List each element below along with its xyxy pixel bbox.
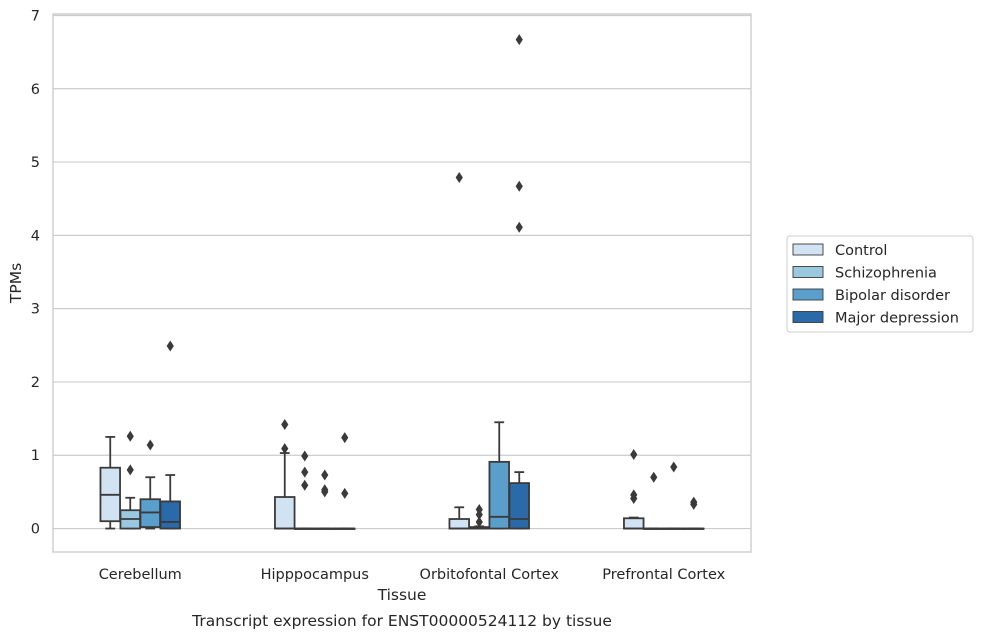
- outlier-point: [475, 516, 483, 528]
- box-element: [448, 171, 470, 530]
- boxes: [99, 34, 705, 530]
- box-element: [294, 450, 316, 530]
- outlier-point: [301, 450, 309, 462]
- y-tick-label: 2: [31, 375, 40, 391]
- outlier-point: [630, 449, 638, 461]
- outlier-point: [455, 171, 463, 183]
- legend-swatch: [792, 311, 824, 323]
- legend-swatch: [792, 243, 824, 256]
- box-element: [334, 432, 356, 530]
- box-iqr: [448, 518, 470, 530]
- outlier-point: [670, 461, 678, 473]
- outlier-point: [475, 509, 483, 521]
- y-tick-label: 7: [31, 8, 40, 24]
- outlier-point: [301, 479, 309, 491]
- outlier-point: [630, 492, 638, 504]
- box-element: [99, 436, 121, 530]
- box-element: [314, 469, 336, 530]
- box-iqr: [623, 517, 645, 530]
- x-axis-label: Tissue: [377, 586, 427, 604]
- box-element: [139, 439, 161, 530]
- outlier-point: [281, 443, 289, 455]
- box-element: [643, 471, 665, 530]
- legend-swatch: [792, 266, 824, 278]
- box-element: [663, 461, 685, 530]
- box-element: [508, 34, 530, 530]
- box-element: [119, 430, 141, 530]
- box-element: [274, 418, 296, 530]
- outlier-point: [281, 418, 289, 430]
- box-iqr: [488, 460, 510, 530]
- y-tick-label: 3: [31, 302, 40, 318]
- x-tick-labels: Cerebellum Hipppocampus Orbitofontal Corte…: [99, 567, 726, 583]
- box-iqr: [159, 500, 181, 530]
- y-tick-label: 0: [31, 522, 40, 538]
- outlier-point: [166, 340, 174, 352]
- legend-label: Bipolar disorder: [835, 288, 950, 304]
- y-tick-label: 1: [31, 448, 40, 464]
- box-element: [683, 496, 705, 530]
- gridlines: [53, 14, 751, 530]
- legend-frame: [786, 235, 974, 333]
- outlier-point: [126, 464, 134, 476]
- legend-swatch: [792, 288, 824, 301]
- box-iqr: [274, 496, 296, 530]
- y-tick-label: 5: [31, 155, 40, 171]
- outlier-point: [126, 430, 134, 442]
- chart-caption: Transcript expression for ENST0000052411…: [191, 612, 612, 630]
- x-tick-label: Cerebellum: [99, 567, 182, 583]
- outlier-point: [341, 487, 349, 499]
- box-iqr: [508, 482, 530, 530]
- legend-label: Control: [835, 243, 887, 259]
- outlier-point: [321, 469, 329, 481]
- y-tick-label: 4: [31, 228, 40, 244]
- outlier-point: [690, 498, 698, 510]
- x-tick-label: Prefrontal Cortex: [602, 567, 725, 583]
- legend: Control Schizophrenia Bipolar disorder Majo…: [786, 235, 974, 333]
- y-axis-label: TPMs: [7, 263, 25, 304]
- x-tick-label: Hipppocampus: [261, 567, 369, 583]
- y-tick-label: 6: [31, 82, 40, 98]
- outlier-point: [301, 466, 309, 478]
- outlier-point: [341, 432, 349, 444]
- outlier-point: [321, 486, 329, 498]
- plot-frame: [52, 13, 752, 553]
- outlier-point: [650, 471, 658, 483]
- box-element: [159, 340, 181, 530]
- legend-label: Schizophrenia: [835, 266, 937, 282]
- legend-label: Major depression: [835, 311, 959, 327]
- outlier-point: [515, 34, 523, 46]
- outlier-point: [515, 221, 523, 233]
- outlier-point: [515, 180, 523, 192]
- box-element: [623, 449, 645, 530]
- x-tick-label: Orbitofontal Cortex: [420, 567, 560, 583]
- y-tick-labels: 0 1 2 3 4 5 6 7: [31, 8, 40, 537]
- outlier-point: [146, 439, 154, 451]
- box-element: [488, 421, 510, 530]
- box-element: [468, 503, 490, 530]
